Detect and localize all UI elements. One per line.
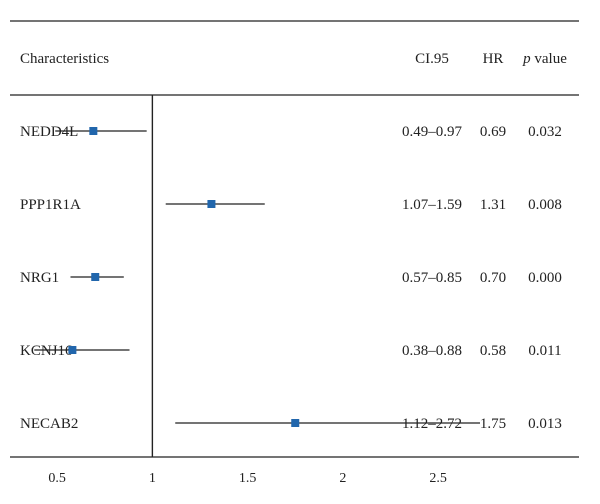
x-tick-label: 1 — [149, 471, 156, 486]
p-value-ppp1r1a: 0.008 — [528, 197, 562, 213]
x-tick-label: 0.5 — [48, 471, 66, 486]
x-axis-ticks: 0.5 1 1.5 2 2.5 — [48, 471, 446, 486]
p-value-nedd4l: 0.032 — [528, 124, 562, 140]
header-hr: HR — [483, 51, 504, 67]
row-label-necab2: NECAB2 — [20, 416, 78, 432]
x-tick-label: 1.5 — [239, 471, 257, 486]
hr-value-ppp1r1a: 1.31 — [480, 197, 506, 213]
hr-marker-nedd4l — [89, 127, 98, 135]
p-value-kcnj16: 0.011 — [528, 343, 561, 359]
header-ci: CI.95 — [415, 51, 449, 67]
row-label-nedd4l: NEDD4L — [20, 124, 78, 140]
x-tick-label: 2.5 — [429, 471, 447, 486]
header-p-suffix: value — [531, 51, 568, 67]
header-p-italic: p — [522, 51, 531, 67]
hr-marker-kcnj16 — [68, 346, 77, 354]
p-value-nrg1: 0.000 — [528, 270, 562, 286]
ci-value-necab2: 1.12–2.72 — [402, 416, 462, 432]
p-value-necab2: 0.013 — [528, 416, 562, 432]
ci-value-ppp1r1a: 1.07–1.59 — [402, 197, 462, 213]
ci-value-nrg1: 0.57–0.85 — [402, 270, 462, 286]
hr-marker-necab2 — [291, 419, 300, 427]
ci-value-kcnj16: 0.38–0.88 — [402, 343, 462, 359]
hr-marker-nrg1 — [91, 273, 100, 281]
hr-value-nedd4l: 0.69 — [480, 124, 506, 140]
hr-marker-ppp1r1a — [207, 200, 216, 208]
row-label-nrg1: NRG1 — [20, 270, 59, 286]
row-label-ppp1r1a: PPP1R1A — [20, 197, 81, 213]
row-label-kcnj16: KCNJ16 — [20, 343, 73, 359]
forest-rows: NEDD4L 0.49–0.97 0.69 0.032 PPP1R1A 1.07–1.59… — [20, 124, 562, 432]
header-characteristics: Characteristics — [20, 51, 109, 67]
ci-value-nedd4l: 0.49–0.97 — [402, 124, 463, 140]
hr-value-necab2: 1.75 — [480, 416, 506, 432]
hr-value-nrg1: 0.70 — [480, 270, 506, 286]
hr-value-kcnj16: 0.58 — [480, 343, 506, 359]
x-tick-label: 2 — [339, 471, 346, 486]
header-p-value: p value — [522, 51, 567, 67]
